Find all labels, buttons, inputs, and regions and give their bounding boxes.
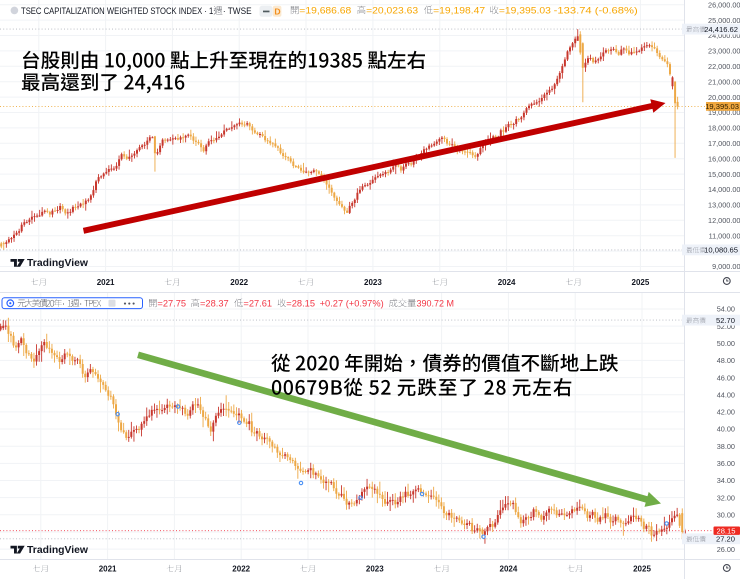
svg-text:9,000.00: 9,000.00: [712, 262, 740, 271]
svg-text:2025: 2025: [632, 278, 650, 287]
svg-text:23,000.00: 23,000.00: [708, 47, 740, 56]
svg-text:11,000.00: 11,000.00: [709, 231, 740, 240]
svg-text:38.00: 38.00: [717, 442, 735, 451]
svg-text:52.00: 52.00: [717, 322, 735, 331]
svg-text:19,395.03: 19,395.03: [705, 102, 739, 111]
svg-text:2022: 2022: [230, 278, 248, 287]
svg-text:46.00: 46.00: [717, 373, 735, 382]
svg-text:=28.37: =28.37: [200, 298, 229, 308]
svg-text:12,000.00: 12,000.00: [708, 216, 740, 225]
svg-text:2022: 2022: [232, 565, 250, 574]
svg-text:21,000.00: 21,000.00: [708, 77, 740, 86]
svg-text:· TWSE: · TWSE: [223, 6, 252, 17]
svg-text:24,416.62: 24,416.62: [704, 25, 738, 34]
svg-text:10,080.65: 10,080.65: [704, 246, 738, 255]
svg-text:18,000.00: 18,000.00: [708, 124, 740, 133]
svg-text:26.00: 26.00: [717, 545, 735, 554]
svg-text:52.70: 52.70: [716, 316, 735, 325]
svg-text:=19,395.03: =19,395.03: [499, 5, 551, 15]
svg-text:13,000.00: 13,000.00: [708, 201, 740, 210]
svg-text:=20,023.63: =20,023.63: [366, 5, 418, 15]
svg-text:2021: 2021: [99, 565, 117, 574]
svg-text:2024: 2024: [498, 278, 516, 287]
svg-text:TradingView: TradingView: [27, 258, 89, 269]
svg-text:390.72 M: 390.72 M: [417, 298, 455, 308]
svg-text:=19,198.47: =19,198.47: [433, 5, 485, 15]
svg-text:34.00: 34.00: [717, 476, 735, 485]
svg-text:16,000.00: 16,000.00: [708, 154, 740, 163]
svg-text:26,000.00: 26,000.00: [708, 0, 740, 9]
svg-text:15,000.00: 15,000.00: [708, 170, 740, 179]
svg-text:=27.75: =27.75: [157, 298, 186, 308]
svg-text:=27.61: =27.61: [243, 298, 272, 308]
svg-text:2023: 2023: [364, 278, 382, 287]
svg-text:44.00: 44.00: [717, 390, 735, 399]
svg-text:TSEC CAPITALIZATION WEIGHTED S: TSEC CAPITALIZATION WEIGHTED STOCK INDEX…: [21, 6, 213, 17]
svg-text:=19,686.68: =19,686.68: [299, 5, 351, 15]
svg-text:+0.27 (+0.97%): +0.27 (+0.97%): [320, 298, 384, 308]
svg-text:19,000.00: 19,000.00: [708, 108, 740, 117]
svg-text:14,000.00: 14,000.00: [708, 185, 740, 194]
svg-text:48.00: 48.00: [717, 356, 735, 365]
svg-text:20,000.00: 20,000.00: [708, 93, 740, 102]
svg-text:17,000.00: 17,000.00: [708, 139, 740, 148]
svg-text:-133.74 (-0.68%): -133.74 (-0.68%): [554, 5, 638, 15]
svg-text:50.00: 50.00: [717, 339, 735, 348]
svg-text:22,000.00: 22,000.00: [708, 62, 740, 71]
svg-text:32.00: 32.00: [717, 493, 735, 502]
svg-text:30.00: 30.00: [717, 511, 735, 520]
svg-text:2023: 2023: [366, 565, 384, 574]
svg-text:36.00: 36.00: [717, 459, 735, 468]
svg-text:25,000.00: 25,000.00: [708, 16, 740, 25]
svg-text:54.00: 54.00: [717, 305, 735, 314]
svg-text:=28.15: =28.15: [286, 298, 315, 308]
svg-text:D: D: [274, 6, 280, 16]
svg-text:2024: 2024: [500, 565, 518, 574]
svg-text:2025: 2025: [633, 565, 651, 574]
svg-text:TradingView: TradingView: [27, 545, 89, 556]
svg-text:24,000.00: 24,000.00: [708, 31, 740, 40]
svg-text:27.20: 27.20: [716, 535, 735, 544]
svg-text:42.00: 42.00: [717, 408, 735, 417]
svg-text:2021: 2021: [97, 278, 115, 287]
svg-text:28.15: 28.15: [716, 527, 735, 536]
svg-text:40.00: 40.00: [717, 425, 735, 434]
